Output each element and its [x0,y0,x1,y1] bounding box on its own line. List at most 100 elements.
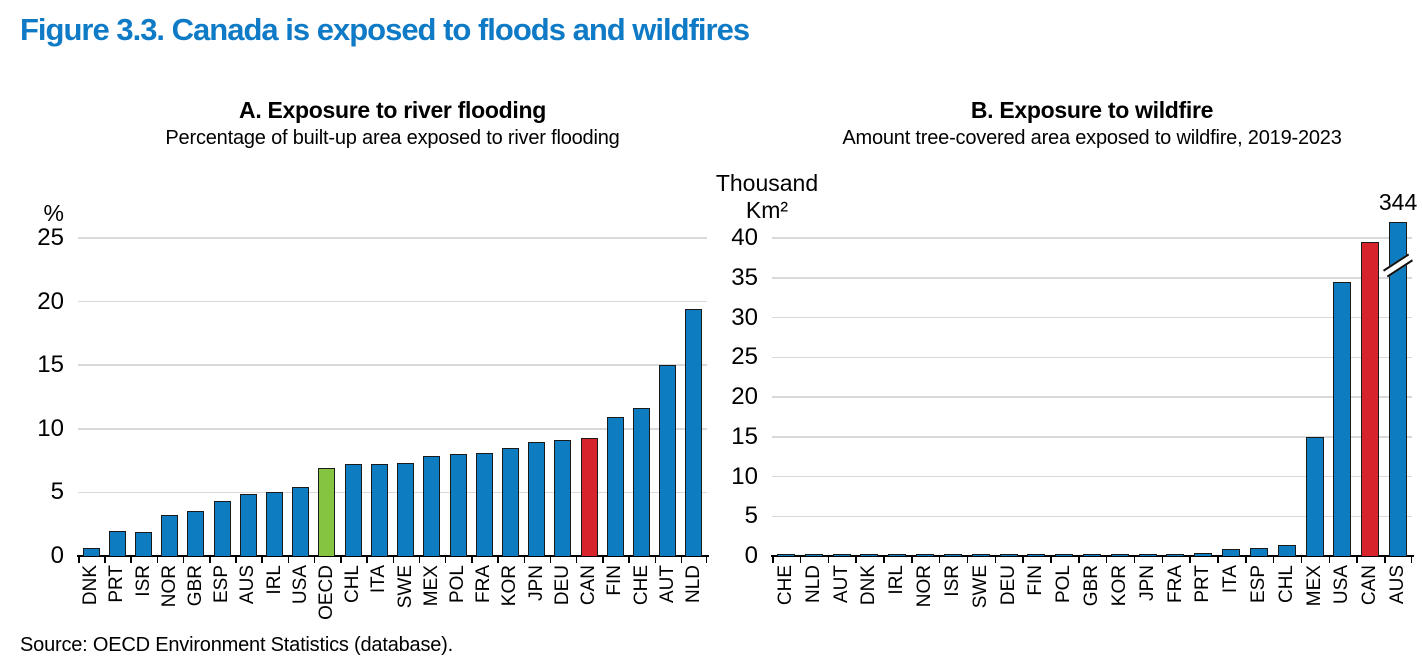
x-label-cell: FIN [1022,565,1050,627]
x-axis-tick [261,557,263,563]
x-axis-tick [1300,557,1303,563]
bar-nld [685,309,703,556]
x-axis-tick [1105,557,1108,563]
x-axis-tick [654,557,657,563]
x-label-mex: MEX [420,565,442,607]
bar-chl [344,464,362,556]
x-label-can: CAN [578,565,600,606]
bar-pol [449,454,467,556]
bar-che [632,408,650,556]
gridline-15 [78,364,707,366]
x-label-cell: GBR [183,565,209,627]
x-axis-tick [628,557,630,563]
y-tick-label-15: 15 [731,422,758,450]
bar-esp [1249,548,1268,556]
y-tick-label-0: 0 [744,542,758,569]
x-axis-tick [1189,557,1191,563]
bar-oecd [318,468,336,556]
x-label-irl: IRL [263,565,285,595]
x-label-cell: DNK [78,565,104,627]
x-axis-tick [366,557,368,563]
x-label-cell: GBR [1078,565,1106,627]
bar-isr [943,554,962,556]
gridline-5 [78,491,707,494]
gridline-20 [78,300,707,303]
y-tick-label-5: 5 [50,478,64,506]
x-label-chl: CHL [1275,565,1297,604]
x-label-nld: NLD [682,565,704,604]
x-label-pol: POL [1053,565,1075,604]
x-label-cell: JPN [1134,565,1162,627]
x-axis-tick [855,557,857,563]
bar-gbr [1083,554,1101,556]
bar-nor [916,554,935,556]
x-label-cell: ISR [130,565,156,627]
x-label-cell: FRA [1162,565,1190,627]
gridline-20 [772,396,1412,398]
x-axis-tick [575,557,578,563]
x-axis-tick [966,557,969,563]
source-note: Source: OECD Environment Statistics (dat… [20,634,454,656]
panel-b-title: B. Exposure to wildfire [970,97,1214,123]
bar-dnk [82,548,100,556]
x-label-gbr: GBR [184,565,206,607]
x-axis-tick [1410,557,1412,563]
bar-prt [108,530,126,556]
x-label-cell: POL [445,565,471,627]
unit-line: Km² [745,197,789,223]
bar-jpn [528,441,546,556]
x-label-cell: KOR [497,565,523,627]
x-label-esp: ESP [211,565,233,604]
x-axis-tick [1161,557,1164,563]
x-axis-tick [883,557,885,563]
x-label-cell: ESP [209,565,235,627]
y-tick-label-0: 0 [50,542,64,569]
x-label-cell: AUT [655,565,681,627]
x-axis-tick [1245,557,1247,563]
x-label-cell: NLD [800,565,828,627]
x-axis-tick [938,557,941,563]
x-axis-tick [497,557,499,563]
x-label-jpn: JPN [525,565,547,601]
x-axis-tick [994,557,997,563]
x-label-cell: NOR [157,565,183,627]
bar-pol [1055,554,1074,556]
x-label-dnk: DNK [80,565,102,606]
bar-fin [1027,554,1046,556]
x-label-ita: ITA [1220,565,1242,594]
bar-aus [1389,222,1408,556]
bar-deu [554,440,572,556]
x-label-esp: ESP [1247,565,1269,604]
bar-mex [1305,436,1324,556]
panel-a-subtitle: Percentage of built-up area exposed to r… [165,127,620,149]
bar-prt [1194,552,1213,556]
x-label-cell: AUS [1384,565,1412,627]
x-label-cell: DEU [995,565,1023,627]
x-axis-tick [602,557,604,563]
panel-b-plot-area: CHE NLD AUT DNK IRL NOR ISR SWE DEU FIN POL GBR KOR J… [771,189,1417,608]
x-axis-tick [1328,557,1331,563]
x-axis-tick [1217,557,1219,563]
unit-line: % [43,200,64,226]
x-axis-tick [1356,557,1358,563]
y-tick-label-5: 5 [744,502,758,530]
figure-title: Figure 3.3. Canada is exposed to floods … [20,12,750,47]
x-label-cell: MEX [1301,565,1329,627]
bar-dnk [860,554,879,556]
x-label-aus: AUS [1387,565,1409,605]
y-tick-label-25: 25 [37,224,64,251]
x-label-isr: ISR [132,565,154,597]
x-axis-tick [392,557,394,563]
gridline-30 [772,316,1412,319]
bar-can [1361,241,1380,556]
x-axis-tick [182,557,185,563]
x-label-ita: ITA [368,565,390,594]
x-label-isr: ISR [941,565,963,597]
x-label-can: CAN [1359,565,1381,606]
x-label-cell: CHL [1273,565,1301,627]
x-axis-tick [1078,557,1080,563]
x-label-cell: CAN [1356,565,1384,627]
x-axis-tick [523,557,526,563]
gridline-25 [78,237,707,239]
x-label-cell: ITA [366,565,392,627]
